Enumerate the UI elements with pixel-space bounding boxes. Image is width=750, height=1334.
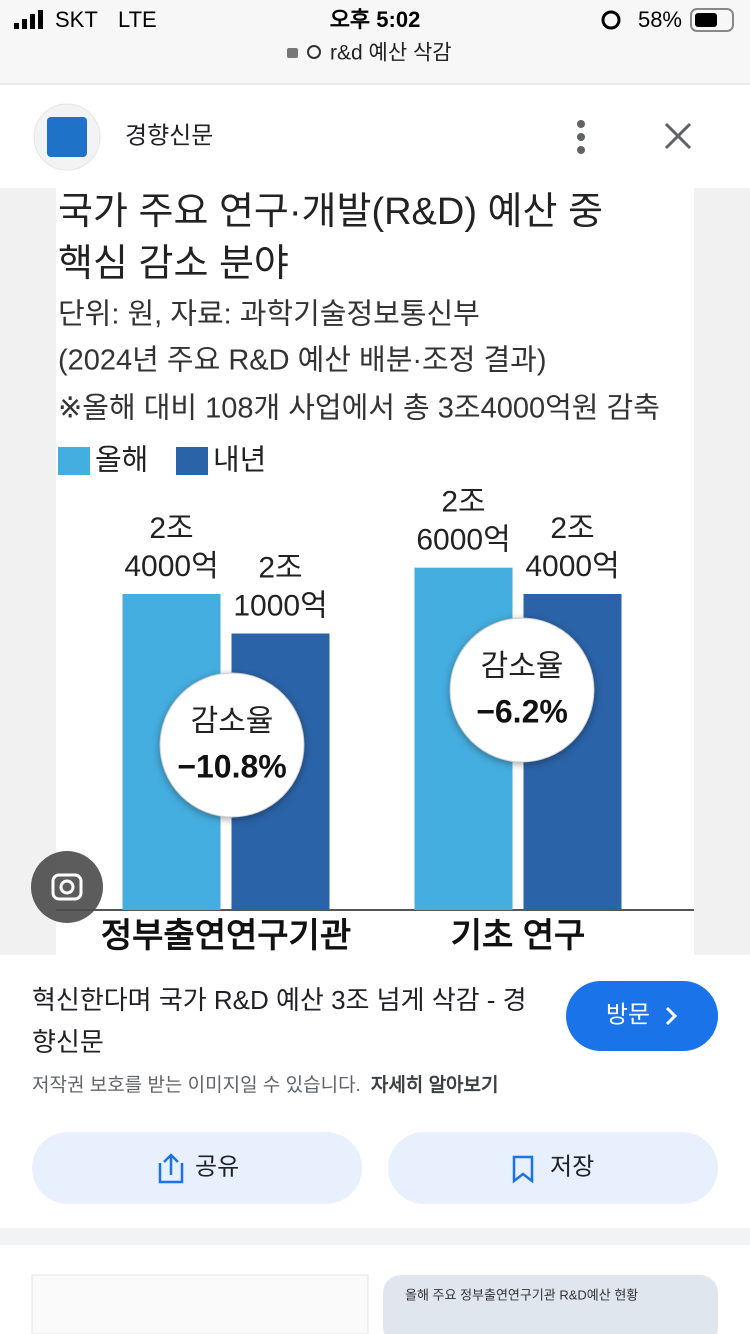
clock: 오후 5:02 (330, 7, 421, 32)
rate-label: −6.2% (476, 693, 568, 729)
chart: 국가 주요 연구·개발(R&D) 예산 중 핵심 감소 분야 단위: 원, 자료… (56, 188, 694, 955)
signal-icon (14, 10, 43, 29)
value-label: 2조 (550, 512, 594, 545)
network: LTE (118, 7, 157, 32)
carrier: SKT (55, 7, 98, 32)
legend-swatch (58, 447, 90, 475)
battery-icon (690, 8, 734, 32)
notice-text: 저작권 보호를 받는 이미지일 수 있습니다. (32, 1075, 361, 1096)
share-label[interactable]: 공유 (195, 1153, 239, 1180)
lens-icon (51, 873, 83, 901)
value-label: 1000억 (233, 589, 327, 622)
alarm-icon (601, 10, 621, 30)
logo-mark (47, 117, 87, 157)
value-label: 2조 (441, 486, 485, 519)
section-gap (0, 1228, 750, 1245)
lock-icon (287, 48, 298, 58)
battery-level: 58% (638, 7, 682, 32)
value-label: 4000억 (124, 550, 218, 583)
rate-title: 감소율 (481, 650, 564, 683)
share-icon (158, 1153, 184, 1184)
bookmark-icon (512, 1155, 534, 1184)
related-thumb[interactable] (31, 1274, 369, 1334)
visit-label[interactable]: 방문 (606, 1001, 650, 1028)
battery-fill (695, 13, 717, 27)
legend-label: 올해 (95, 445, 148, 477)
rate-label: −10.8% (177, 748, 286, 784)
chart-subtitle: ※올해 대비 108개 사업에서 총 3조4000억원 감축 (58, 392, 660, 425)
x-tick-label: 정부출연연구기관 (101, 917, 351, 955)
chart-subtitle: (2024년 주요 R&D 예산 배분·조정 결과) (58, 345, 546, 377)
rate-title: 감소율 (191, 705, 274, 738)
save-button[interactable] (388, 1132, 718, 1204)
value-label: 6000억 (416, 524, 510, 557)
x-tick-label: 기초 연구 (451, 917, 586, 955)
rate-badge (449, 617, 595, 763)
legend-label: 내년 (213, 445, 266, 477)
value-label: 4000억 (525, 550, 619, 583)
chart-title: 핵심 감소 분야 (58, 243, 289, 285)
search-icon (307, 45, 321, 59)
save-label[interactable]: 저장 (550, 1153, 594, 1180)
related-title: 올해 주요 정부출연연구기관 R&D예산 현황 (405, 1287, 638, 1302)
copyright-notice: 저작권 보호를 받는 이미지일 수 있습니다. 자세히 알아보기 (32, 1070, 498, 1097)
close-icon[interactable] (664, 122, 692, 150)
chevron-icon (665, 1006, 678, 1026)
related-thumb[interactable] (383, 1275, 718, 1334)
value-label: 2조 (149, 512, 193, 545)
chart-subtitle: 단위: 원, 자료: 과학기술정보통신부 (58, 298, 480, 331)
chart-title: 국가 주요 연구·개발(R&D) 예산 중 (58, 191, 603, 233)
lens-button[interactable] (31, 851, 103, 923)
more-icon[interactable] (577, 120, 585, 154)
url-query[interactable]: r&d 예산 삭감 (330, 42, 452, 65)
share-button[interactable] (32, 1132, 362, 1204)
result-title[interactable]: 혁신한다며 국가 R&D 예산 3조 넘게 삭감 - 경향신문 (32, 985, 527, 1057)
source-name[interactable]: 경향신문 (125, 122, 213, 149)
visit-button[interactable] (566, 981, 718, 1051)
learn-more[interactable]: 자세히 알아보기 (370, 1075, 499, 1096)
lens-icon-eye (59, 879, 75, 895)
legend-swatch (176, 447, 208, 475)
rate-badge (159, 672, 305, 818)
value-label: 2조 (258, 551, 302, 584)
browser-top (0, 0, 750, 84)
